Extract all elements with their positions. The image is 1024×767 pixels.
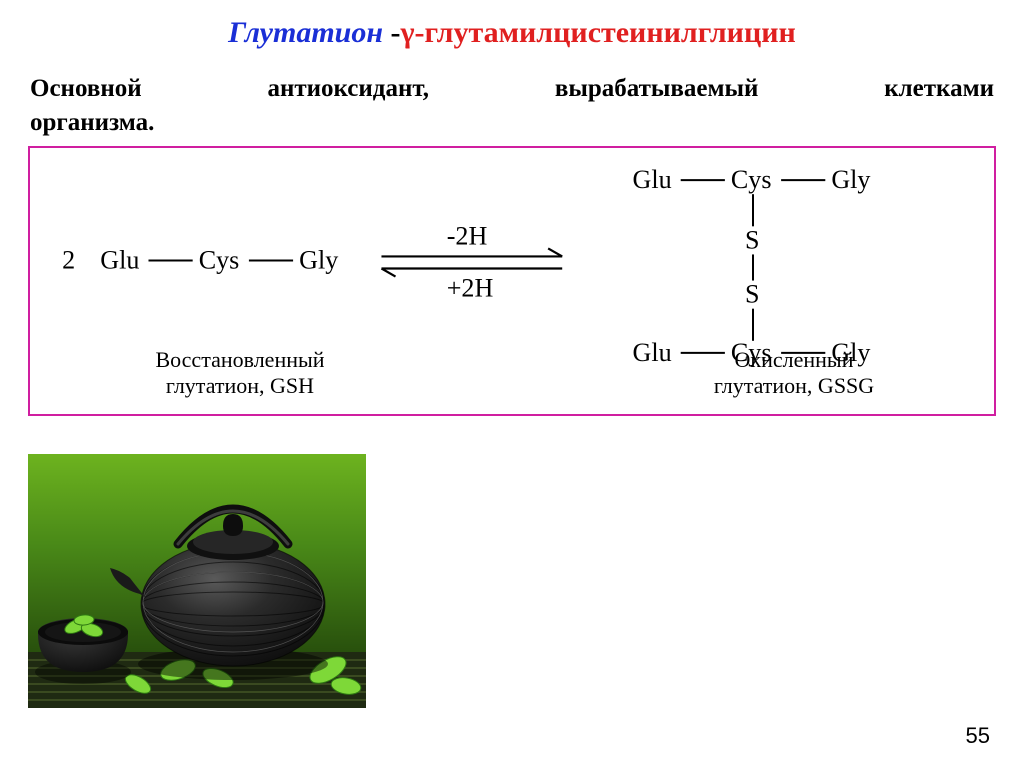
- sulfur: S: [745, 279, 760, 308]
- aa-glu: Glu: [633, 165, 672, 194]
- title-part-blue: Глутатион: [228, 16, 383, 49]
- slide-title: Глутатион -γ-глутамилцистеинилглицин: [28, 16, 996, 50]
- aa-cys: Cys: [731, 165, 772, 194]
- tea-photo: [28, 454, 366, 708]
- label-reduced: Восстановленный глутатион, GSH: [120, 347, 360, 400]
- subtitle-line-1: Основной антиоксидант, вырабатываемый кл…: [28, 72, 996, 106]
- cup: [35, 614, 131, 684]
- aa-gly: Gly: [831, 165, 870, 194]
- aa-glu: Glu: [100, 245, 139, 274]
- subtitle-word: Основной: [30, 75, 142, 102]
- page-number: 55: [966, 723, 990, 749]
- title-dash: -: [383, 16, 401, 49]
- aa-cys: Cys: [199, 245, 240, 274]
- equilibrium-arrows: [381, 248, 562, 276]
- subtitle-word: клетками: [884, 75, 994, 102]
- arrow-bottom-label: +2H: [447, 273, 494, 302]
- subtitle-word: антиоксидант,: [267, 75, 429, 102]
- label-oxidized: Окисленный глутатион, GSSG: [664, 347, 924, 400]
- aa-gly: Gly: [299, 245, 338, 274]
- coef-2: 2: [62, 245, 75, 274]
- sulfur: S: [745, 225, 760, 254]
- subtitle-line-2: организма.: [28, 106, 996, 140]
- slide: Глутатион -γ-глутамилцистеинилглицин Осн…: [0, 0, 1024, 767]
- arrow-top-label: -2H: [447, 221, 488, 250]
- reaction-box: 2 Glu Cys Gly -2H +2H Glu: [28, 146, 996, 416]
- subtitle-word: вырабатываемый: [555, 75, 759, 102]
- title-part-red: γ-глутамилцистеинилглицин: [401, 16, 796, 49]
- tea-photo-svg: [28, 454, 366, 708]
